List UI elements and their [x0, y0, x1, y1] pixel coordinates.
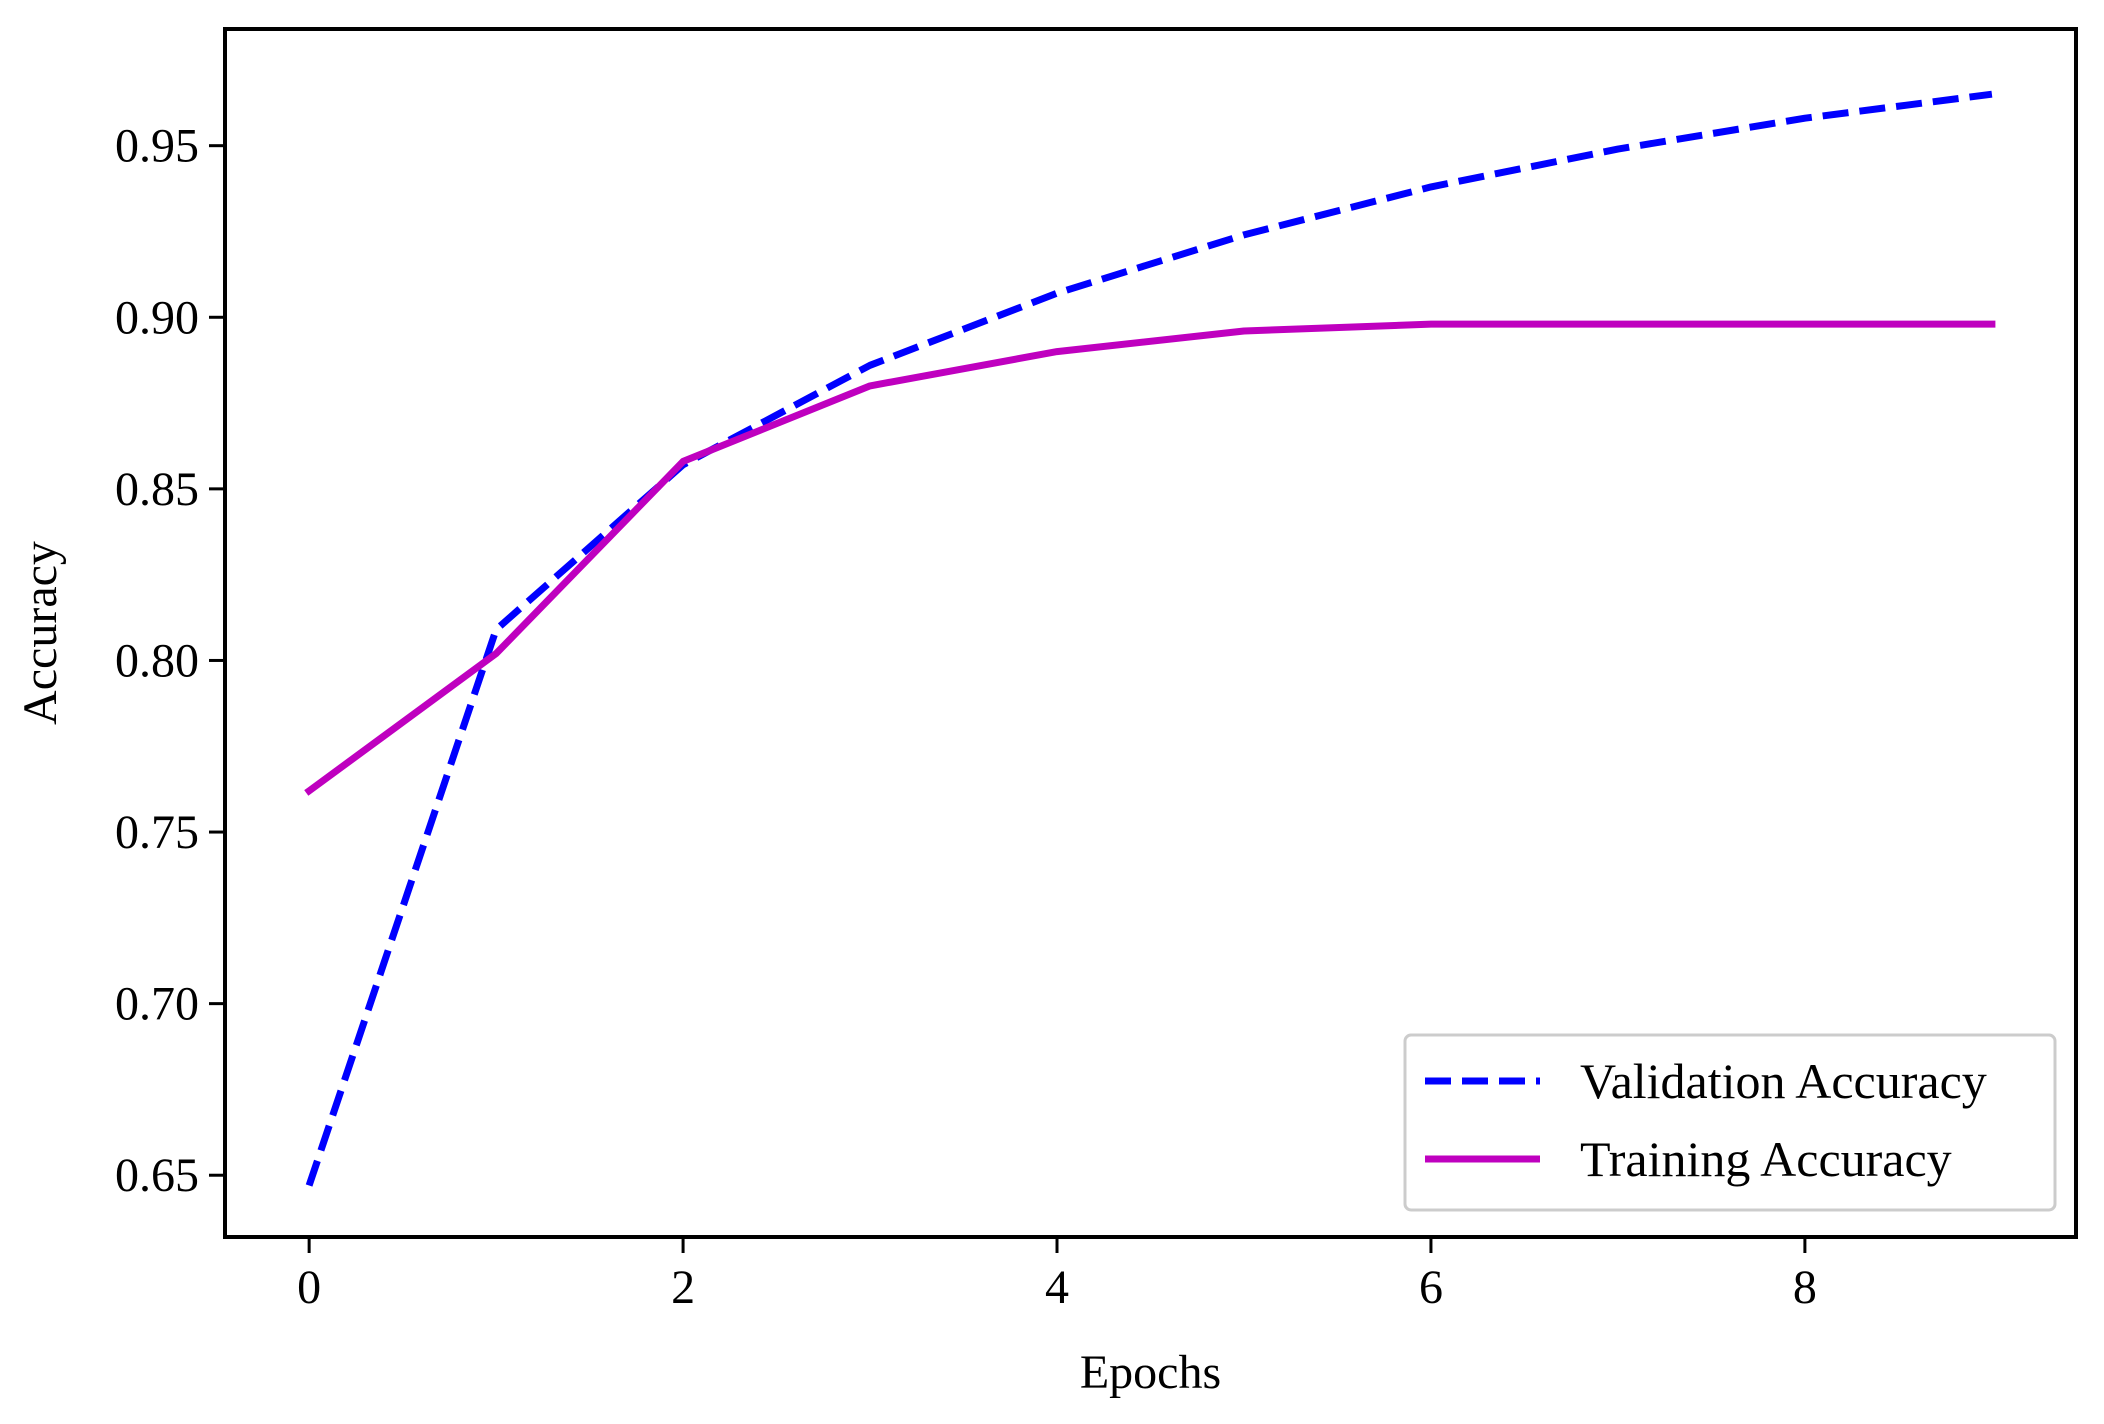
- x-tick-label: 4: [1045, 1261, 1069, 1314]
- y-tick-label: 0.75: [115, 806, 199, 859]
- x-tick-label: 6: [1419, 1261, 1443, 1314]
- y-tick-label: 0.90: [115, 291, 199, 344]
- legend: Validation Accuracy Training Accuracy: [1403, 1033, 2057, 1212]
- y-tick-label: 0.70: [115, 978, 199, 1031]
- series-line-training-accuracy: [304, 320, 1996, 796]
- legend-label-training: Training Accuracy: [1580, 1131, 1952, 1187]
- legend-label-validation: Validation Accuracy: [1580, 1053, 1987, 1109]
- x-tick-label: 8: [1793, 1261, 1817, 1314]
- x-tick-label: 2: [671, 1261, 695, 1314]
- series-layer: [304, 90, 1996, 1187]
- y-axis-label: Accuracy: [14, 541, 67, 725]
- legend-box: [1403, 1033, 2057, 1212]
- y-tick-label: 0.85: [115, 463, 199, 516]
- y-tick-label: 0.65: [115, 1149, 199, 1202]
- x-axis-label: Epochs: [1080, 1346, 1221, 1399]
- x-axis-ticks: 0 2 4 6 8: [297, 1237, 1817, 1314]
- y-tick-label: 0.95: [115, 120, 199, 173]
- x-tick-label: 0: [297, 1261, 321, 1314]
- y-axis-ticks: 0.65 0.70 0.75 0.80 0.85 0.90 0.95: [115, 120, 225, 1202]
- y-tick-label: 0.80: [115, 634, 199, 687]
- series-line-validation-accuracy: [305, 90, 1993, 1187]
- plot-area-frame: [223, 27, 2078, 1239]
